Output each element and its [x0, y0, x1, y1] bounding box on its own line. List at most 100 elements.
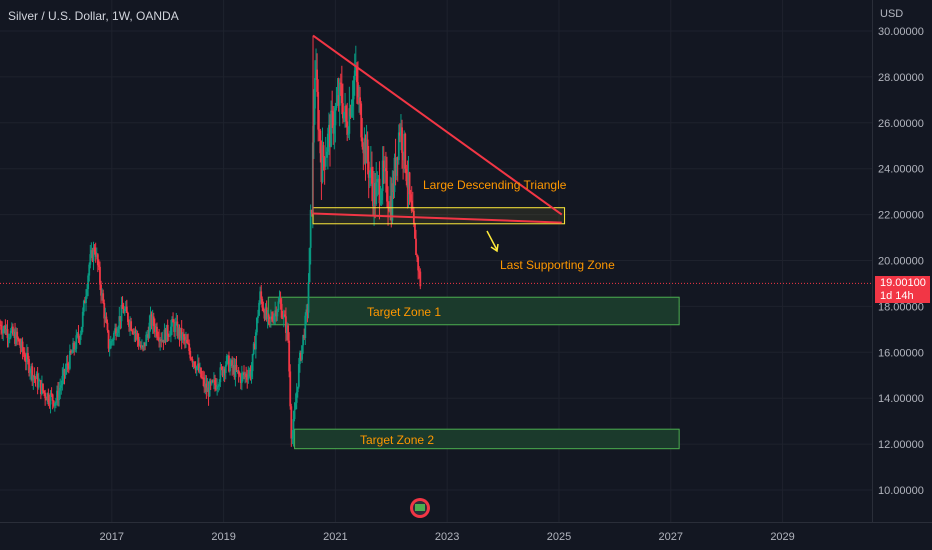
candle-body [278, 299, 281, 302]
candle-body [173, 322, 176, 332]
candle-body [301, 345, 303, 360]
candle-body [230, 360, 233, 365]
candle-body [319, 130, 322, 154]
candle-body [45, 398, 48, 401]
current-price-badge: 19.00100 1d 14h [875, 276, 930, 303]
candle-body [113, 332, 115, 340]
candle-body [268, 317, 271, 319]
candle-body [394, 157, 397, 176]
candle-body [357, 82, 359, 98]
candle-body [217, 386, 220, 388]
candle-body [331, 110, 334, 112]
x-tick-label: 2023 [435, 531, 459, 543]
candle-body [56, 390, 58, 402]
candle-body [123, 309, 126, 313]
candle-body [349, 108, 352, 117]
candle-body [330, 110, 332, 147]
candle-body [188, 343, 191, 352]
candle-body [8, 337, 11, 339]
candle-body [271, 316, 273, 320]
candle-body [312, 108, 315, 143]
candle-body [93, 247, 96, 252]
candle-body [351, 99, 354, 107]
candle-body [187, 343, 190, 345]
candle-body [395, 157, 398, 176]
candle-body [194, 366, 197, 371]
candle-body [343, 112, 345, 119]
candle-body [192, 361, 195, 363]
candle-body [179, 328, 182, 338]
candle-body [131, 330, 134, 332]
candles-layer [0, 45, 422, 447]
candle-body [390, 195, 393, 221]
candle-body [145, 334, 148, 346]
candle-body [150, 314, 153, 326]
candle-body [292, 419, 295, 438]
candle-body [318, 129, 321, 131]
candle-body [361, 137, 364, 147]
candle-body [342, 103, 344, 119]
candle-body [29, 372, 31, 374]
candle-body [299, 352, 301, 365]
candle-body [6, 329, 9, 339]
candle-body [296, 386, 299, 393]
target-zone-2 [294, 428, 680, 450]
candle-body [280, 303, 283, 318]
x-tick-label: 2019 [211, 531, 235, 543]
candle-body [253, 343, 256, 350]
candle-body [110, 340, 113, 342]
candle-body [47, 393, 50, 403]
candle-body [332, 111, 335, 134]
candle-body [16, 331, 19, 338]
candle-body [32, 375, 35, 381]
candle-body [389, 195, 392, 211]
candle-body [170, 326, 172, 336]
candle-body [307, 282, 310, 313]
candle-body [162, 339, 165, 343]
candle-body [317, 91, 320, 130]
candle-body [354, 67, 357, 71]
candle-body [87, 275, 90, 290]
candle-body [348, 108, 351, 134]
symbol-title[interactable]: Silver / U.S. Dollar, 1W, OANDA [8, 9, 179, 23]
candle-body [232, 365, 235, 368]
candle-body [35, 373, 38, 379]
candle-body [127, 312, 129, 322]
candle-body [195, 366, 198, 371]
candle-body [36, 373, 39, 388]
candle-body [347, 133, 350, 135]
candle-body [10, 326, 13, 331]
tradingview-logo[interactable] [410, 498, 430, 518]
candle-body [391, 183, 394, 221]
triangle-annotation[interactable]: Large Descending Triangle [423, 178, 567, 192]
candle-body [24, 360, 27, 362]
candle-body [135, 333, 138, 335]
candle-body [14, 331, 16, 344]
candle-body [223, 368, 226, 373]
candle-body [374, 183, 377, 205]
candle-body [363, 138, 366, 154]
candle-body [360, 103, 363, 138]
candle-body [411, 210, 414, 212]
candle-body [119, 316, 122, 322]
target-zone-2-label[interactable]: Target Zone 2 [360, 433, 435, 447]
candle-body [49, 393, 52, 405]
target-zone-1-label[interactable]: Target Zone 1 [367, 305, 442, 319]
candle-body [388, 207, 391, 211]
bar-countdown: 1d 14h [880, 290, 914, 302]
candle-body [231, 360, 234, 368]
candle-body [193, 361, 196, 367]
candle-body [174, 323, 177, 332]
candle-body [302, 334, 305, 346]
candle-body [53, 402, 56, 406]
support-annotation[interactable]: Last Supporting Zone [500, 258, 615, 272]
candle-body [190, 358, 193, 360]
price-scale-area [872, 0, 932, 550]
candle-body [175, 321, 178, 324]
candle-body [247, 374, 250, 380]
candle-body [373, 183, 375, 207]
candle-body [208, 381, 211, 397]
candle-body [167, 336, 170, 338]
candle-body [334, 108, 337, 126]
